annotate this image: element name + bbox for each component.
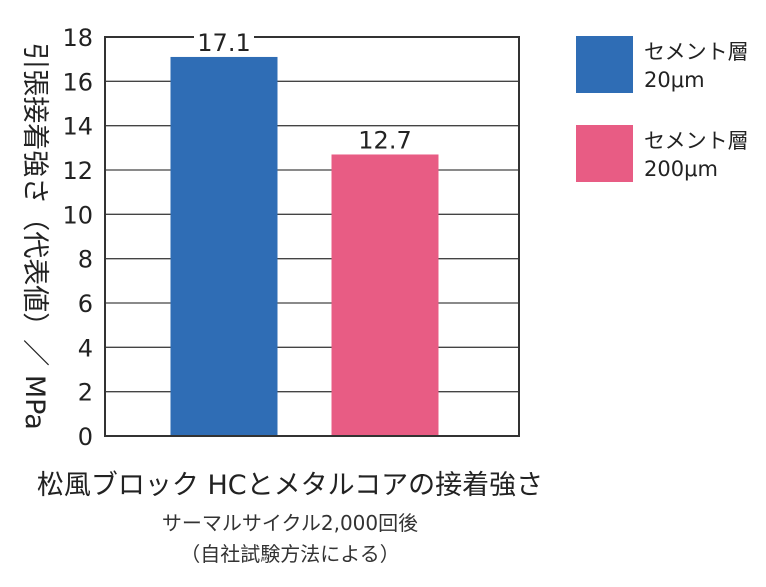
plot-border (104, 36, 520, 437)
legend-label-line1: セメント層 (644, 40, 749, 64)
y-tick-label: 18 (62, 24, 93, 52)
bar (170, 56, 278, 436)
y-axis-title: 引張接着強さ（代表値）／ MPa (19, 42, 50, 430)
legend-swatch-pink (576, 125, 633, 182)
y-tick-label: 6 (78, 290, 93, 318)
y-tick-label: 16 (62, 68, 93, 96)
y-tick-label: 4 (78, 334, 93, 362)
plot-frame (104, 36, 520, 437)
legend-label-line1: セメント層 (644, 129, 749, 153)
value-label-background (355, 130, 415, 151)
legend-label-line2: 20μm (644, 68, 705, 92)
y-tick-labels: 0 2 4 6 8 10 12 14 16 18 (62, 24, 93, 451)
y-tick-label: 14 (62, 113, 93, 141)
value-labels: 17.1 12.7 (194, 29, 415, 154)
y-tick-label: 2 (78, 379, 93, 407)
y-tick-label: 10 (62, 201, 93, 229)
value-label: 12.7 (358, 126, 411, 154)
chart-caption-note: （自社試験方法による） (180, 542, 400, 566)
chart-caption-subtitle: サーマルサイクル2,000回後 (161, 511, 419, 535)
grid-lines (105, 80, 519, 393)
y-tick-label: 0 (78, 423, 93, 451)
y-tick-label: 8 (78, 246, 93, 274)
value-label-background (194, 32, 254, 53)
bar (331, 154, 439, 436)
legend-label-line2: 200μm (644, 157, 718, 181)
bars (170, 56, 439, 436)
legend-swatch-blue (576, 36, 633, 93)
chart-caption-title: 松風ブロック HCとメタルコアの接着強さ (36, 470, 544, 501)
y-tick-label: 12 (62, 157, 93, 185)
y-axis-label: 引張接着強さ（代表値）／ MPa (19, 42, 50, 430)
value-label: 17.1 (197, 29, 250, 57)
